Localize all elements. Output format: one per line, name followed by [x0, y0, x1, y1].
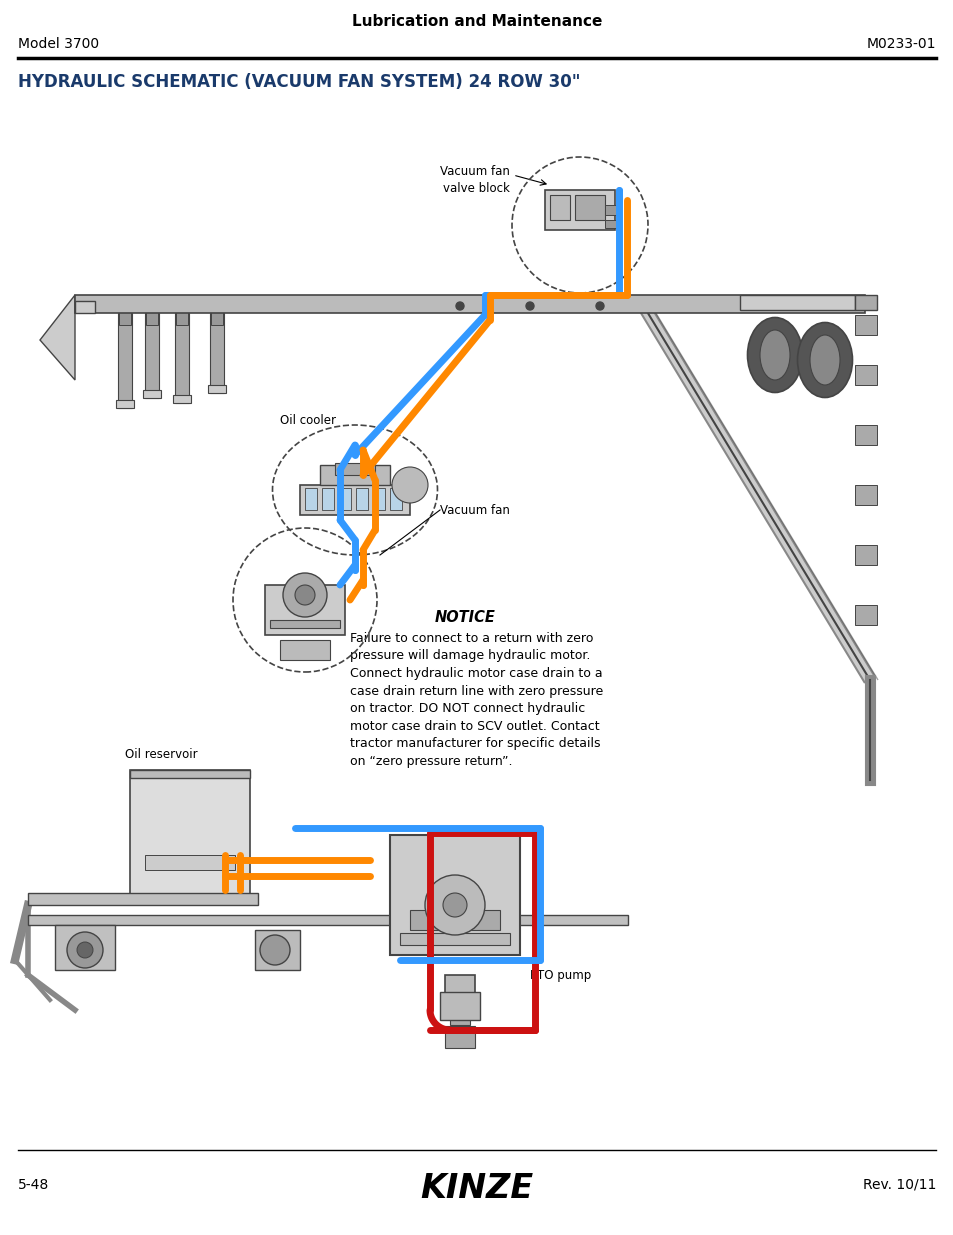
Circle shape: [596, 303, 603, 310]
Ellipse shape: [760, 330, 789, 380]
Circle shape: [77, 942, 92, 958]
Bar: [854, 545, 876, 564]
Text: Oil reservoir: Oil reservoir: [125, 748, 197, 762]
Bar: [210, 312, 224, 393]
Bar: [146, 308, 158, 325]
Bar: [373, 488, 385, 510]
Bar: [338, 488, 351, 510]
Bar: [280, 640, 330, 659]
Bar: [28, 915, 627, 925]
Text: Oil cooler: Oil cooler: [280, 414, 335, 426]
Ellipse shape: [797, 322, 852, 398]
Bar: [145, 855, 234, 869]
Bar: [254, 930, 299, 969]
Circle shape: [294, 585, 314, 605]
Bar: [390, 835, 519, 955]
Text: Rev. 10/11: Rev. 10/11: [862, 1178, 935, 1192]
Circle shape: [525, 303, 534, 310]
Bar: [116, 400, 133, 408]
Polygon shape: [40, 295, 75, 380]
Ellipse shape: [747, 317, 801, 393]
Text: KINZE: KINZE: [420, 1172, 533, 1204]
Bar: [174, 312, 189, 403]
Circle shape: [442, 893, 467, 918]
Bar: [604, 205, 617, 215]
Bar: [450, 1010, 470, 1025]
Bar: [119, 308, 131, 325]
Text: HYDRAULIC SCHEMATIC (VACUUM FAN SYSTEM) 24 ROW 30": HYDRAULIC SCHEMATIC (VACUUM FAN SYSTEM) …: [18, 73, 579, 91]
Bar: [854, 315, 876, 335]
Text: Failure to connect to a return with zero
pressure will damage hydraulic motor.
C: Failure to connect to a return with zero…: [350, 632, 602, 767]
Circle shape: [456, 303, 463, 310]
Circle shape: [392, 467, 428, 503]
Circle shape: [67, 932, 103, 968]
Bar: [208, 385, 226, 393]
Text: PTO pump: PTO pump: [530, 968, 591, 982]
Text: Vacuum fan: Vacuum fan: [439, 504, 509, 516]
Bar: [270, 620, 339, 629]
Text: M0233-01: M0233-01: [865, 37, 935, 51]
Bar: [130, 769, 250, 778]
Ellipse shape: [809, 335, 840, 385]
Bar: [319, 466, 390, 485]
Bar: [130, 769, 250, 895]
Bar: [740, 295, 854, 310]
Bar: [172, 395, 191, 403]
Bar: [390, 488, 401, 510]
Text: Lubrication and Maintenance: Lubrication and Maintenance: [352, 15, 601, 30]
Bar: [75, 295, 864, 312]
Bar: [143, 390, 161, 398]
Bar: [854, 485, 876, 505]
Bar: [854, 605, 876, 625]
Bar: [399, 932, 510, 945]
Bar: [444, 1026, 475, 1049]
Bar: [265, 585, 345, 635]
Bar: [410, 910, 450, 930]
Bar: [145, 312, 159, 398]
Bar: [854, 295, 876, 310]
Bar: [444, 974, 475, 1005]
Circle shape: [260, 935, 290, 965]
Bar: [544, 190, 615, 230]
Bar: [55, 925, 115, 969]
Bar: [28, 893, 257, 905]
Bar: [322, 488, 334, 510]
Bar: [854, 366, 876, 385]
Text: Model 3700: Model 3700: [18, 37, 99, 51]
Bar: [550, 195, 569, 220]
Bar: [439, 992, 479, 1020]
Text: Vacuum fan
valve block: Vacuum fan valve block: [439, 165, 510, 195]
Bar: [118, 312, 132, 408]
Bar: [604, 220, 617, 228]
Bar: [575, 195, 604, 220]
Bar: [459, 910, 499, 930]
Bar: [299, 485, 410, 515]
Text: NOTICE: NOTICE: [435, 610, 495, 625]
Bar: [175, 308, 188, 325]
Bar: [854, 425, 876, 445]
Bar: [305, 488, 316, 510]
Circle shape: [283, 573, 327, 618]
Bar: [75, 301, 95, 312]
Bar: [211, 308, 223, 325]
Text: 5-48: 5-48: [18, 1178, 50, 1192]
Bar: [335, 463, 375, 475]
Circle shape: [424, 876, 484, 935]
Bar: [355, 488, 368, 510]
